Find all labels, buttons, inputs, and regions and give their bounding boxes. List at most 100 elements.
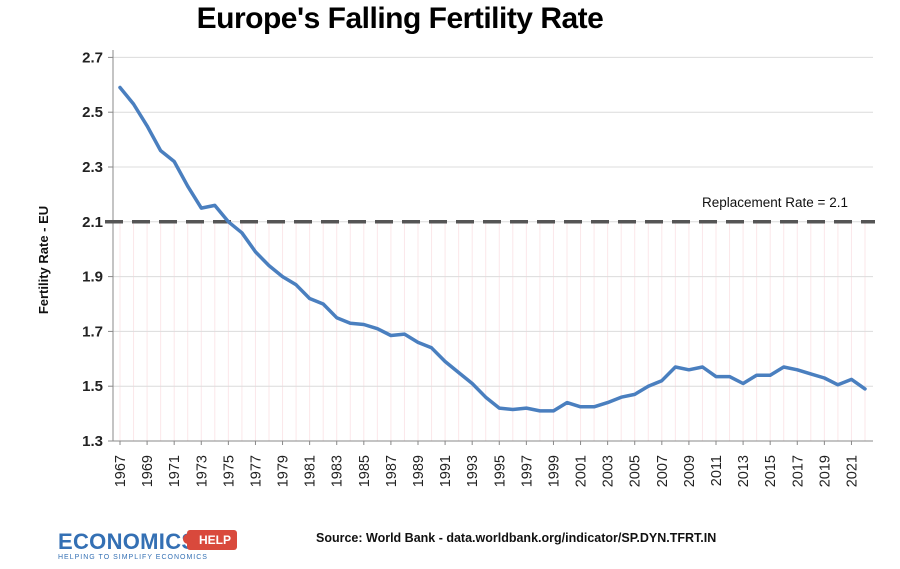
x-tick-label: 1983 bbox=[330, 455, 346, 487]
data-point bbox=[294, 283, 298, 287]
x-tick-label: 1991 bbox=[438, 455, 454, 487]
y-tick-label: 2.5 bbox=[82, 104, 103, 121]
x-tick-label: 2009 bbox=[682, 455, 698, 487]
data-point bbox=[592, 405, 596, 408]
source-note: Source: World Bank - data.worldbank.org/… bbox=[316, 531, 717, 545]
data-point bbox=[389, 334, 393, 337]
fertility-rate-series-line bbox=[118, 85, 867, 413]
x-tick-label: 2013 bbox=[736, 455, 752, 487]
x-tick-label: 1997 bbox=[519, 455, 535, 487]
data-point bbox=[538, 409, 542, 413]
data-point bbox=[430, 346, 433, 350]
data-point bbox=[172, 160, 176, 163]
data-point bbox=[376, 327, 379, 330]
economics-help-logo[interactable]: ECONOMICS HELP HELPING TO SIMPLIFY ECONO… bbox=[58, 525, 248, 565]
logo-badge: HELP bbox=[182, 530, 238, 550]
data-point bbox=[850, 378, 853, 381]
data-point bbox=[660, 379, 664, 382]
data-point bbox=[362, 323, 366, 326]
data-point bbox=[796, 368, 799, 371]
data-point bbox=[416, 341, 420, 344]
gridlines bbox=[108, 56, 873, 442]
data-point bbox=[755, 374, 758, 377]
data-point bbox=[525, 406, 528, 410]
x-tick-label: 2007 bbox=[655, 455, 671, 487]
data-point bbox=[701, 365, 704, 369]
x-tick-label: 1993 bbox=[465, 455, 481, 487]
data-point bbox=[768, 374, 772, 377]
data-point bbox=[836, 383, 840, 387]
data-point bbox=[118, 86, 122, 89]
x-tick-label: 2005 bbox=[628, 455, 644, 487]
data-point bbox=[254, 250, 257, 254]
x-tick-label: 1985 bbox=[357, 455, 373, 487]
data-point bbox=[809, 372, 813, 376]
y-tick-label: 2.3 bbox=[82, 159, 103, 176]
data-point bbox=[159, 149, 162, 152]
x-tick-label: 1975 bbox=[221, 455, 237, 487]
data-point bbox=[633, 393, 636, 396]
data-point bbox=[484, 395, 487, 399]
x-tick-label: 2021 bbox=[844, 455, 860, 487]
data-point bbox=[403, 332, 406, 336]
data-point bbox=[335, 316, 338, 319]
data-point bbox=[552, 409, 555, 413]
data-point bbox=[606, 401, 609, 404]
data-point bbox=[741, 382, 745, 385]
data-point bbox=[240, 231, 244, 234]
replacement-rate-label: Replacement Rate = 2.1 bbox=[702, 195, 848, 210]
series-group bbox=[118, 85, 867, 413]
data-point bbox=[213, 204, 217, 207]
y-tick-labels: 1.3 1.5 1.7 1.9 2.1 2.3 2.5 2.7 bbox=[82, 49, 103, 450]
x-tick-label: 1971 bbox=[167, 455, 183, 487]
chart-title: Europe's Falling Fertility Rate bbox=[196, 2, 604, 35]
data-point bbox=[714, 375, 718, 378]
data-point bbox=[728, 375, 731, 378]
x-tick-label: 1999 bbox=[546, 455, 562, 487]
data-point bbox=[267, 264, 271, 267]
x-tick-labels: 1967 1969 1971 1973 1975 1977 1979 1981 1983 1985… bbox=[113, 441, 860, 487]
x-tick-label: 1969 bbox=[140, 455, 156, 487]
axes bbox=[112, 50, 873, 442]
data-point bbox=[227, 220, 230, 223]
x-tick-label: 1977 bbox=[248, 455, 264, 487]
y-tick-label: 2.7 bbox=[82, 49, 103, 66]
data-point bbox=[457, 371, 460, 374]
data-point bbox=[470, 382, 474, 385]
data-point bbox=[647, 385, 650, 388]
data-point bbox=[674, 365, 677, 369]
x-tick-label: 1995 bbox=[492, 455, 508, 487]
data-point bbox=[619, 395, 623, 399]
x-tick-label: 1973 bbox=[194, 455, 210, 487]
data-point bbox=[443, 360, 447, 363]
x-tick-label: 2015 bbox=[763, 455, 779, 487]
x-tick-label: 1981 bbox=[303, 455, 319, 487]
y-tick-label: 1.9 bbox=[82, 269, 103, 286]
data-point bbox=[498, 406, 501, 410]
x-tick-label: 1987 bbox=[384, 455, 400, 487]
y-tick-label: 1.5 bbox=[82, 378, 103, 395]
data-point bbox=[863, 387, 867, 391]
reference-line-group: Replacement Rate = 2.1 bbox=[105, 195, 875, 224]
data-point bbox=[186, 184, 189, 188]
y-axis-label: Fertility Rate - EU bbox=[36, 206, 51, 314]
data-point bbox=[200, 206, 203, 210]
data-point bbox=[823, 376, 826, 380]
data-point bbox=[308, 297, 311, 300]
data-point bbox=[281, 275, 284, 278]
x-tick-label: 2011 bbox=[709, 455, 725, 486]
y-tick-label: 1.7 bbox=[82, 323, 103, 340]
y-tick-label: 1.3 bbox=[82, 433, 103, 450]
data-point bbox=[145, 124, 149, 128]
data-point bbox=[349, 321, 352, 325]
x-tick-label: 1989 bbox=[411, 455, 427, 487]
x-tick-label: 2003 bbox=[601, 455, 617, 487]
x-tick-label: 2017 bbox=[790, 455, 806, 487]
data-point bbox=[687, 368, 691, 371]
data-point bbox=[579, 405, 582, 408]
x-tick-label: 2001 bbox=[574, 455, 590, 487]
x-tick-label: 1979 bbox=[276, 455, 292, 487]
y-tick-label: 2.1 bbox=[82, 214, 103, 231]
x-tick-label: 2019 bbox=[817, 455, 833, 487]
